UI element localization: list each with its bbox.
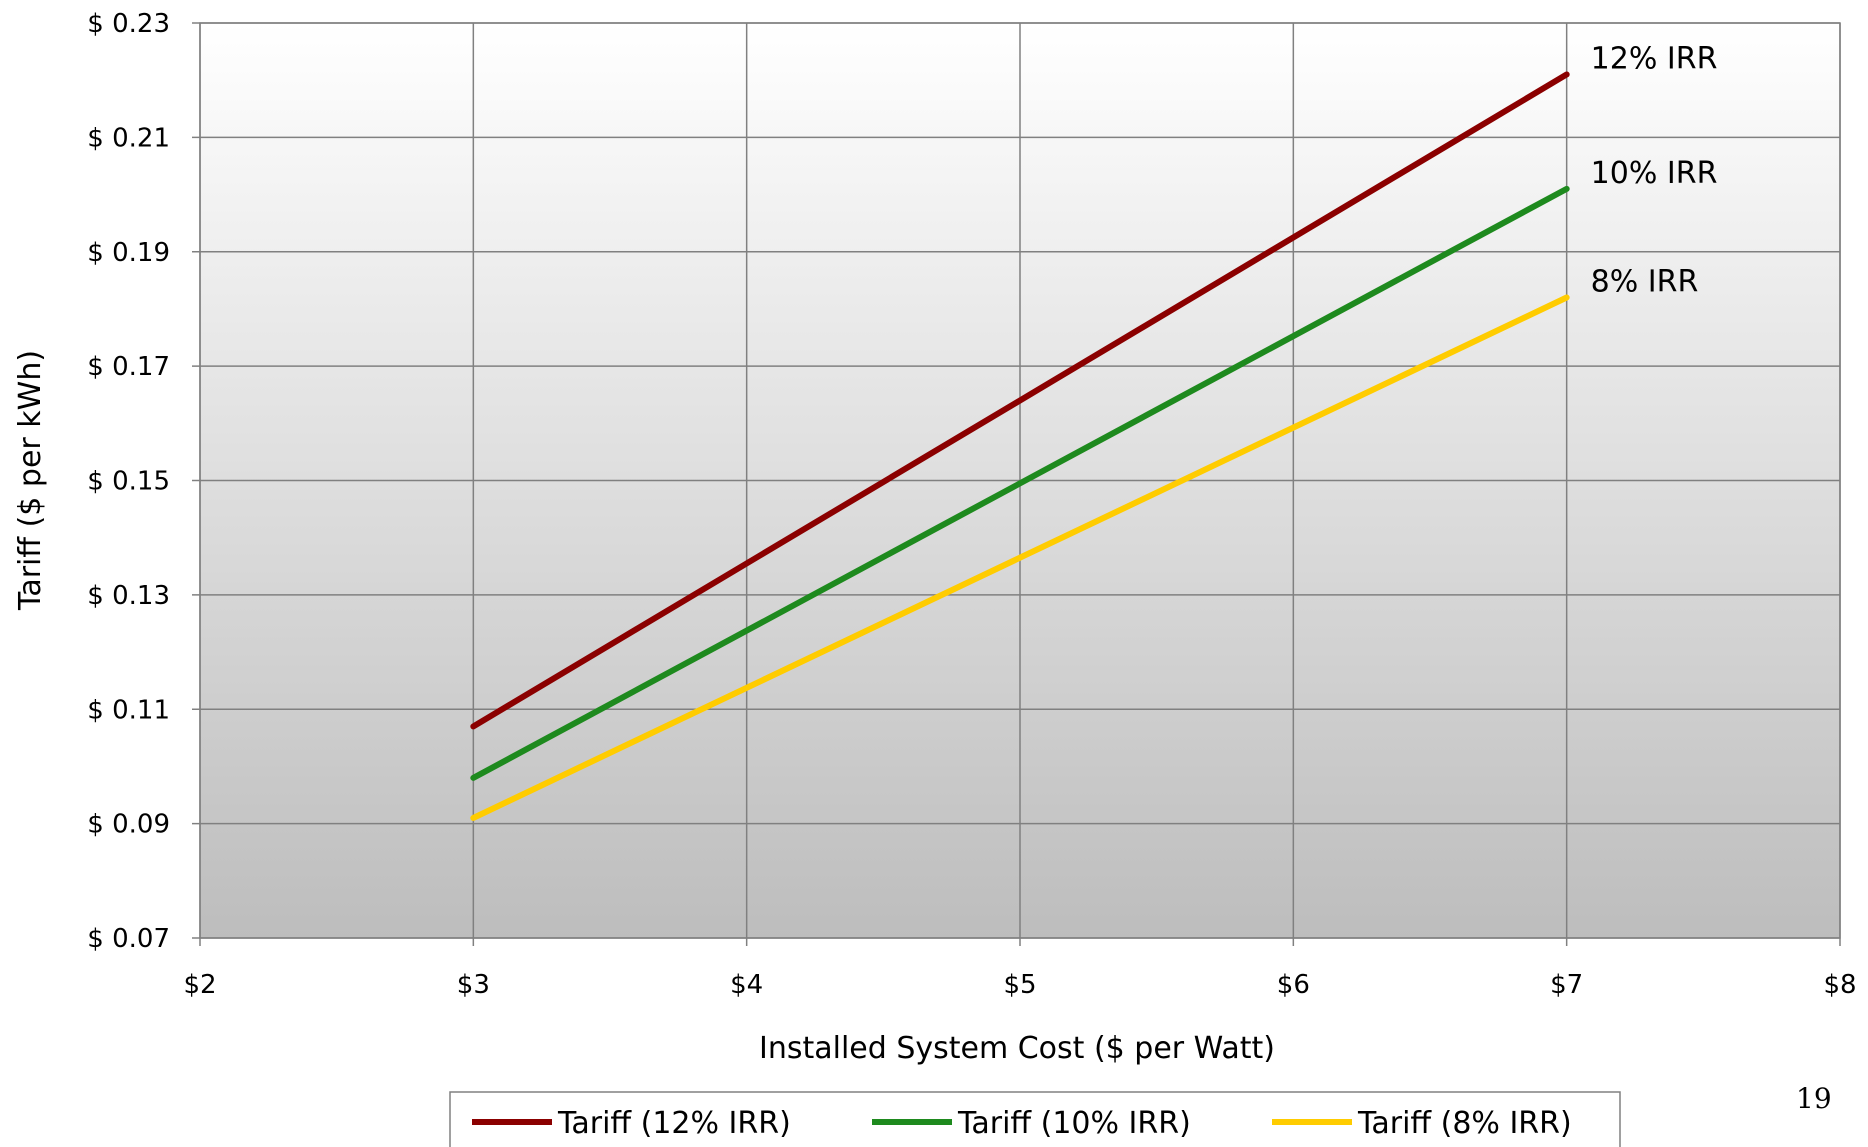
y-tick-label: $ 0.17 <box>87 352 170 382</box>
legend-label: Tariff (8% IRR) <box>1357 1106 1572 1141</box>
y-tick-label: $ 0.09 <box>87 810 170 840</box>
page-number: 19 <box>1796 1082 1832 1115</box>
x-tick-label: $6 <box>1277 970 1310 1000</box>
series-end-label: 10% IRR <box>1591 156 1718 191</box>
y-tick-label: $ 0.15 <box>87 467 170 497</box>
y-tick-label: $ 0.11 <box>87 695 170 725</box>
x-axis-title: Installed System Cost ($ per Watt) <box>759 1031 1275 1066</box>
series-line <box>470 294 1570 821</box>
series-end-labels: 12% IRR 10% IRR 8% IRR <box>1591 41 1718 299</box>
x-tick-label: $5 <box>1003 970 1036 1000</box>
x-tick-label: $4 <box>730 970 763 1000</box>
x-tick-label: $3 <box>457 970 490 1000</box>
x-tick-label: $2 <box>183 970 216 1000</box>
y-tick-label: $ 0.23 <box>87 9 170 39</box>
series-end-label: 12% IRR <box>1591 41 1718 76</box>
series-lines <box>470 71 1570 821</box>
legend-label: Tariff (10% IRR) <box>957 1106 1191 1141</box>
legend-label: Tariff (12% IRR) <box>557 1106 791 1141</box>
y-tick-label: $ 0.07 <box>87 924 170 954</box>
x-tick-label: $7 <box>1550 970 1583 1000</box>
legend-box <box>449 1091 1621 1147</box>
y-tick-label: $ 0.13 <box>87 581 170 611</box>
y-tick-label: $ 0.21 <box>87 123 170 153</box>
legend: Tariff (12% IRR) Tariff (10% IRR) Tariff (… <box>449 1091 1621 1147</box>
series-line <box>470 71 1570 730</box>
series-line <box>470 185 1570 781</box>
series-end-label: 8% IRR <box>1591 265 1699 300</box>
tick-labels: $ 0.07 $ 0.09 $ 0.11 $ 0.13 $ 0.15 $ 0.17 $ 0.… <box>87 9 1856 1000</box>
y-tick-label: $ 0.19 <box>87 238 170 268</box>
y-axis-title: Tariff ($ per kWh) <box>13 350 48 611</box>
x-tick-label: $8 <box>1823 970 1856 1000</box>
